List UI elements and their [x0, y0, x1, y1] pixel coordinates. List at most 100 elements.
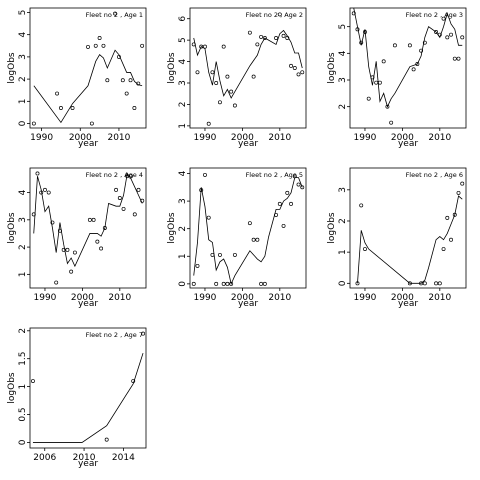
y-tick-label: 1 [178, 123, 188, 129]
x-tick-label: 2010 [107, 133, 130, 143]
observed-point [225, 74, 230, 79]
y-axis-label: logObs [7, 212, 17, 244]
observed-point [381, 59, 386, 64]
observed-point [355, 281, 360, 286]
x-tick-label: 2010 [428, 133, 451, 143]
x-tick-label: 2000 [391, 133, 414, 143]
observed-point [445, 215, 450, 220]
observed-point [203, 44, 207, 49]
panel-title: Fleet no 2 , Age 4 [86, 171, 143, 179]
y-tick-label: 5 [338, 24, 348, 30]
x-axis-label: year [238, 139, 258, 149]
data-area [31, 171, 145, 285]
observed-point [274, 212, 279, 217]
observed-point [99, 246, 104, 251]
x-tick-label: 2010 [108, 293, 131, 303]
data-area [31, 11, 145, 126]
x-tick-label: 2000 [69, 133, 92, 143]
observed-point [225, 281, 230, 286]
observed-point [43, 187, 47, 192]
observed-point [72, 250, 77, 255]
y-tick-label: 2 [338, 218, 348, 224]
observed-point [136, 187, 141, 192]
panel-3: Fleet no 2 , Age 3 1990 2000 2010 2 3 4 5 year lo… [327, 7, 467, 149]
observed-point [125, 174, 130, 179]
x-axis-label: year [78, 299, 98, 309]
observed-point [229, 281, 234, 286]
observed-point [255, 42, 260, 47]
x-tick-label: 2000 [231, 293, 254, 303]
observed-point [120, 78, 125, 83]
x-tick-label: 2014 [112, 453, 135, 463]
plot-frame [349, 7, 467, 129]
observed-point [274, 36, 279, 40]
y-tick-label: 4 [178, 170, 188, 176]
observed-point [116, 54, 121, 59]
observed-point [50, 220, 55, 225]
observed-point [389, 120, 394, 125]
observed-point [460, 35, 465, 40]
data-area [191, 12, 305, 126]
x-tick-label: 2010 [268, 293, 291, 303]
observed-point [46, 190, 51, 195]
y-tick-label: 4 [178, 58, 188, 64]
observed-point [31, 212, 36, 217]
observed-point [366, 96, 371, 101]
panel-title: Fleet no 2 , Age 2 [246, 11, 303, 19]
observed-point [195, 70, 200, 75]
observed-point [259, 281, 264, 286]
y-tick-label: 1.5 [18, 352, 28, 366]
observed-point [89, 121, 94, 126]
y-tick-label: 2 [178, 226, 188, 232]
y-tick-label: 3 [178, 198, 188, 204]
panel-7: Fleet no 2 , Age 7 2006 2010 2014 0 0.5 1 1.5 2 y… [7, 327, 147, 469]
observed-point [39, 190, 44, 195]
y-tick-label: 2 [18, 328, 28, 334]
observed-point [203, 172, 207, 177]
observed-point [281, 33, 286, 38]
observed-point [449, 237, 453, 242]
observed-point [232, 103, 237, 108]
observed-point [374, 80, 379, 85]
observed-point [277, 201, 282, 206]
y-tick-label: 2 [18, 244, 28, 250]
observed-point [296, 72, 301, 77]
observed-point [55, 91, 60, 96]
fitted-line [193, 177, 303, 286]
fitted-line [33, 49, 143, 124]
observed-point [456, 56, 461, 61]
observed-point [199, 188, 204, 193]
x-tick-label: 1990 [30, 133, 53, 143]
observed-point [452, 212, 457, 217]
observed-point [221, 44, 226, 49]
x-axis-label: year [78, 139, 98, 149]
observed-point [377, 80, 382, 85]
observed-point [101, 43, 106, 48]
y-tick-label: 0.5 [18, 407, 28, 421]
y-tick-label: 3 [18, 54, 28, 60]
data-area [351, 8, 465, 125]
observed-point [54, 280, 59, 285]
plot-frame [29, 7, 147, 129]
observed-point [407, 43, 412, 48]
panel-6: Fleet no 2 , Age 6 1990 2000 2010 0 1 2 3 year lo… [327, 167, 467, 309]
data-area [191, 172, 305, 286]
x-tick-label: 2010 [428, 293, 451, 303]
observed-point [351, 11, 356, 16]
observed-point [359, 203, 364, 208]
observed-point [289, 63, 293, 68]
panel-title: Fleet no 2 , Age 6 [406, 171, 463, 179]
observed-point [214, 81, 219, 85]
y-tick-label: 3 [18, 217, 28, 223]
y-axis-label: logObs [327, 52, 337, 84]
observed-point [441, 247, 446, 251]
observed-point [97, 36, 102, 40]
observed-point [441, 16, 446, 21]
observed-point [86, 44, 90, 49]
observed-point [434, 30, 439, 34]
y-tick-label: 0 [338, 280, 348, 286]
observed-point [419, 281, 424, 286]
x-tick-label: 1990 [354, 133, 377, 143]
observed-point [262, 281, 267, 286]
